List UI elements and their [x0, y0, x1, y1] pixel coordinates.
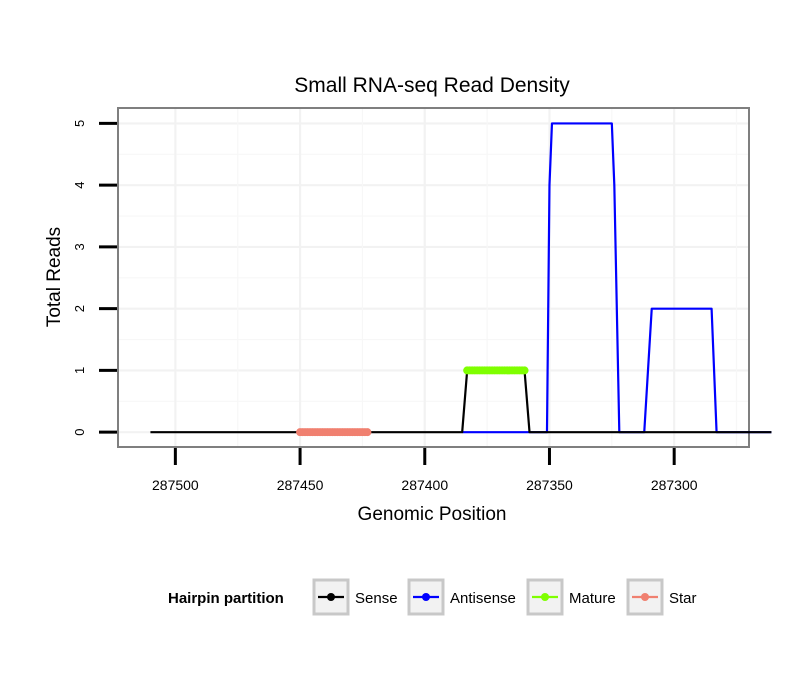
x-axis-label: Genomic Position [358, 504, 507, 525]
legend-key-dot [641, 593, 649, 601]
y-tick-label: 4 [72, 182, 87, 189]
legend: Hairpin partition Sense Antisense Mature St… [168, 578, 697, 616]
legend-label: Sense [355, 590, 398, 607]
plot-panel-border [117, 107, 750, 448]
legend-item-antisense: Antisense [407, 578, 516, 616]
legend-item-sense: Sense [312, 578, 398, 616]
x-axis: 287500 287450 287400 287350 287300 [152, 448, 698, 493]
x-tick-label: 287400 [401, 477, 448, 493]
legend-label: Mature [569, 590, 616, 607]
legend-title: Hairpin partition [168, 590, 284, 607]
legend-key-dot [541, 593, 549, 601]
y-tick-label: 2 [72, 305, 87, 312]
legend-item-mature: Mature [526, 578, 616, 616]
data-point-mature [520, 366, 529, 375]
series-layer [150, 122, 772, 437]
series-mature [463, 366, 529, 375]
data-point-star [363, 428, 372, 437]
legend-item-star: Star [626, 578, 697, 616]
y-tick-label: 1 [72, 367, 87, 374]
y-axis-label: Total Reads [44, 227, 65, 327]
legend-key-dot [422, 593, 430, 601]
chart-title: Small RNA-seq Read Density [294, 74, 570, 97]
series-antisense [462, 122, 772, 434]
legend-label: Star [669, 590, 697, 607]
legend-label: Antisense [450, 590, 516, 607]
x-tick-label: 287350 [526, 477, 573, 493]
legend-key-dot [327, 593, 335, 601]
series-star [296, 428, 372, 437]
x-tick-label: 287500 [152, 477, 199, 493]
x-tick-label: 287450 [277, 477, 324, 493]
y-tick-label: 3 [72, 243, 87, 250]
y-tick-label: 5 [72, 120, 87, 127]
y-axis: 0 1 2 3 4 5 [72, 120, 117, 436]
grid [118, 108, 749, 447]
series-line-antisense [462, 122, 772, 434]
x-tick-label: 287300 [651, 477, 698, 493]
y-tick-label: 0 [72, 429, 87, 436]
